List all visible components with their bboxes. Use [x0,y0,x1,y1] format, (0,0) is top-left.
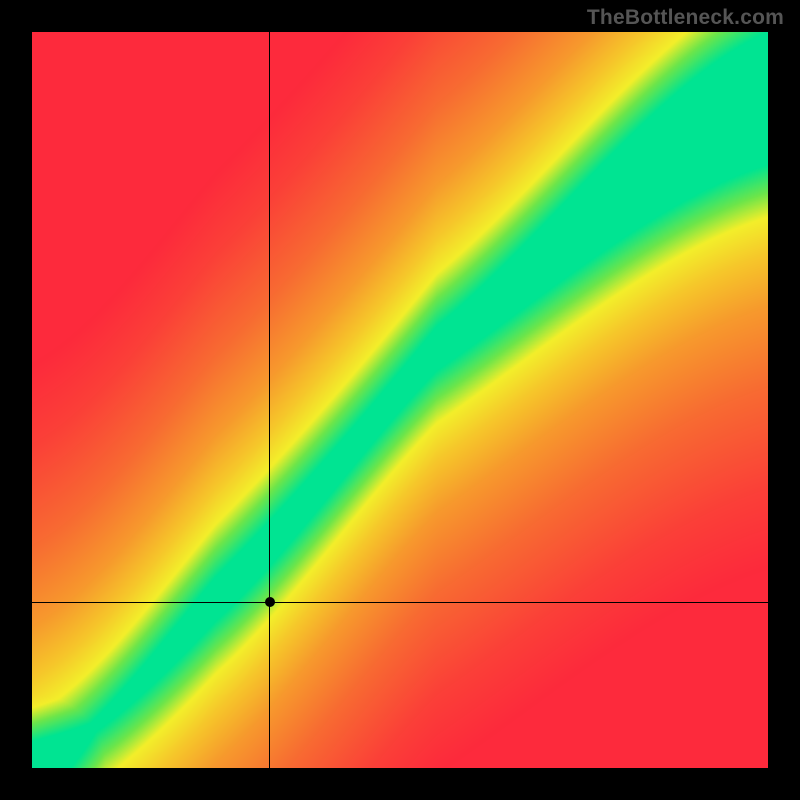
crosshair-horizontal [32,602,768,603]
crosshair-vertical [269,32,270,768]
bottleneck-marker [265,597,275,607]
heatmap-canvas [32,32,768,768]
watermark-text: TheBottleneck.com [587,6,784,30]
plot-area [32,32,768,768]
